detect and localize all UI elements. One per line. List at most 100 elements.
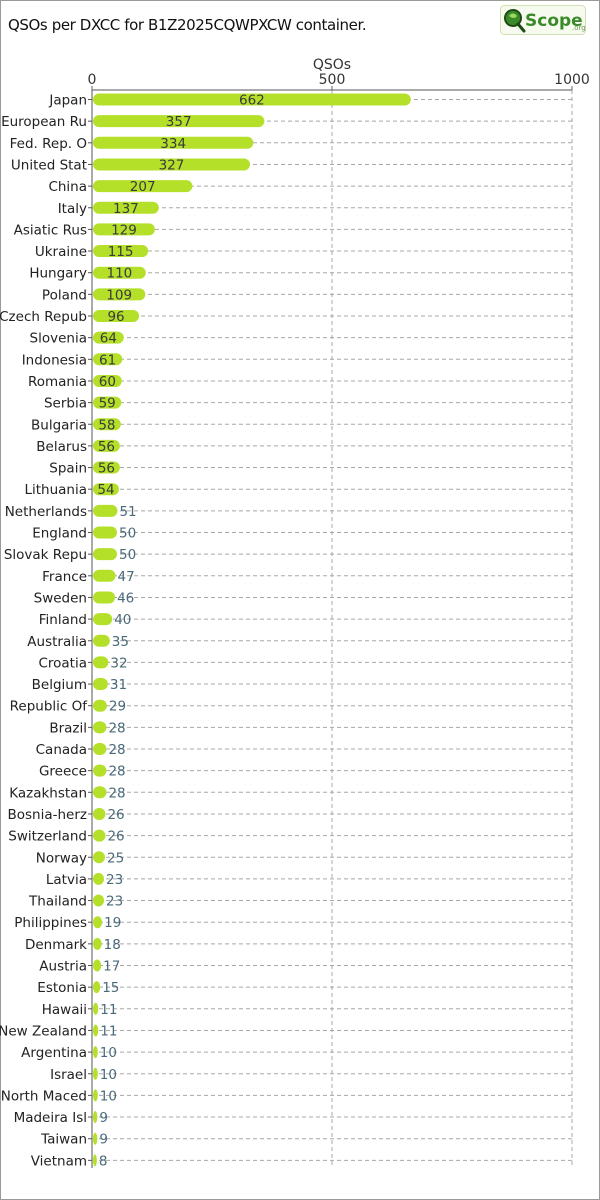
bar bbox=[93, 223, 155, 236]
bar bbox=[93, 721, 107, 734]
logo-suffix: .org bbox=[572, 24, 586, 32]
bar bbox=[93, 288, 146, 301]
bar bbox=[93, 678, 108, 691]
category-label: Hawaii bbox=[42, 1002, 87, 1018]
value-label: 115 bbox=[108, 244, 134, 260]
category-label: Italy bbox=[58, 201, 87, 217]
category-label: Vietnam bbox=[31, 1153, 87, 1169]
value-label: 28 bbox=[108, 785, 125, 801]
category-label: Denmark bbox=[25, 937, 87, 953]
value-label: 9 bbox=[99, 1132, 108, 1148]
value-label: 207 bbox=[130, 179, 156, 195]
category-label: Slovenia bbox=[30, 331, 87, 347]
bar bbox=[93, 981, 101, 994]
category-label: Australia bbox=[27, 634, 87, 650]
value-label: 28 bbox=[108, 742, 125, 758]
bar bbox=[93, 872, 105, 885]
value-label: 110 bbox=[107, 266, 133, 282]
bar bbox=[93, 158, 250, 171]
chart-title: QSOs per DXCC for B1Z2025CQWPXCW contain… bbox=[8, 16, 367, 34]
category-label: North Maced bbox=[1, 1088, 87, 1104]
value-label: 137 bbox=[113, 201, 139, 217]
x-tick-label: 0 bbox=[88, 72, 97, 88]
value-label: 28 bbox=[108, 764, 125, 780]
category-label: Hungary bbox=[29, 266, 87, 282]
value-label: 96 bbox=[107, 309, 124, 325]
category-label: Ukraine bbox=[35, 244, 87, 260]
bar bbox=[93, 374, 122, 387]
category-label: Philippines bbox=[14, 915, 87, 931]
value-label: 31 bbox=[110, 677, 127, 693]
bar bbox=[93, 634, 110, 647]
bar bbox=[93, 418, 121, 431]
value-label: 58 bbox=[98, 417, 115, 433]
value-label: 109 bbox=[106, 287, 132, 303]
bar bbox=[93, 591, 116, 604]
category-label: Fed. Rep. O bbox=[10, 136, 87, 152]
bar bbox=[93, 894, 105, 907]
x-tick-label: 500 bbox=[319, 72, 346, 88]
category-label: Estonia bbox=[37, 980, 87, 996]
bar bbox=[93, 764, 107, 777]
value-label: 11 bbox=[100, 1023, 117, 1039]
value-label: 64 bbox=[100, 331, 117, 347]
category-label: Madeira Isl bbox=[14, 1110, 87, 1126]
category-label: Romania bbox=[28, 374, 87, 390]
value-label: 129 bbox=[111, 222, 137, 238]
value-label: 15 bbox=[102, 980, 119, 996]
value-label: 327 bbox=[159, 157, 185, 173]
category-label: Taiwan bbox=[40, 1132, 87, 1148]
category-label: Greece bbox=[39, 764, 87, 780]
value-label: 29 bbox=[109, 699, 126, 715]
value-label: 334 bbox=[160, 136, 186, 152]
value-label: 23 bbox=[106, 872, 123, 888]
bar bbox=[93, 743, 107, 755]
category-label: Canada bbox=[36, 742, 87, 758]
value-label: 59 bbox=[99, 396, 116, 412]
bar bbox=[93, 959, 102, 972]
bar bbox=[93, 136, 254, 149]
value-label: 10 bbox=[100, 1067, 117, 1083]
value-label: 60 bbox=[99, 374, 116, 390]
category-label: Poland bbox=[42, 287, 87, 303]
category-label: Austria bbox=[39, 959, 87, 975]
value-label: 28 bbox=[108, 720, 125, 736]
category-label: Netherlands bbox=[5, 504, 87, 520]
category-label: France bbox=[42, 569, 87, 585]
value-label: 51 bbox=[119, 504, 136, 520]
bar bbox=[93, 396, 122, 409]
value-label: 50 bbox=[119, 526, 136, 542]
bar bbox=[93, 851, 105, 864]
bar bbox=[93, 1067, 98, 1080]
category-label: Lithuania bbox=[24, 482, 87, 498]
value-label: 26 bbox=[107, 807, 124, 823]
category-label: Slovak Repu bbox=[4, 547, 87, 563]
bar bbox=[93, 829, 106, 842]
category-label: Sweden bbox=[34, 590, 87, 606]
bar bbox=[93, 461, 120, 474]
category-label: Serbia bbox=[44, 396, 87, 412]
bar bbox=[93, 937, 102, 950]
value-label: 19 bbox=[104, 915, 121, 931]
bar bbox=[93, 504, 118, 517]
value-label: 18 bbox=[104, 937, 121, 953]
category-label: Belarus bbox=[36, 439, 87, 455]
bar bbox=[93, 1111, 98, 1124]
category-label: Switzerland bbox=[8, 829, 87, 845]
value-label: 10 bbox=[100, 1088, 117, 1104]
grid bbox=[88, 86, 573, 1168]
category-label: Bosnia-herz bbox=[7, 807, 87, 823]
value-label: 32 bbox=[110, 655, 127, 671]
bar bbox=[93, 807, 106, 820]
logo-text: Scope bbox=[525, 11, 583, 31]
bar bbox=[93, 916, 103, 929]
bar bbox=[93, 1046, 98, 1059]
value-label: 662 bbox=[239, 93, 265, 109]
category-label: Israel bbox=[50, 1067, 87, 1083]
category-label: Norway bbox=[36, 850, 87, 866]
value-label: 17 bbox=[103, 959, 120, 975]
x-tick-label: 1000 bbox=[554, 72, 590, 88]
bar bbox=[93, 613, 113, 626]
value-label: 357 bbox=[166, 114, 192, 130]
category-label: Indonesia bbox=[22, 352, 87, 368]
